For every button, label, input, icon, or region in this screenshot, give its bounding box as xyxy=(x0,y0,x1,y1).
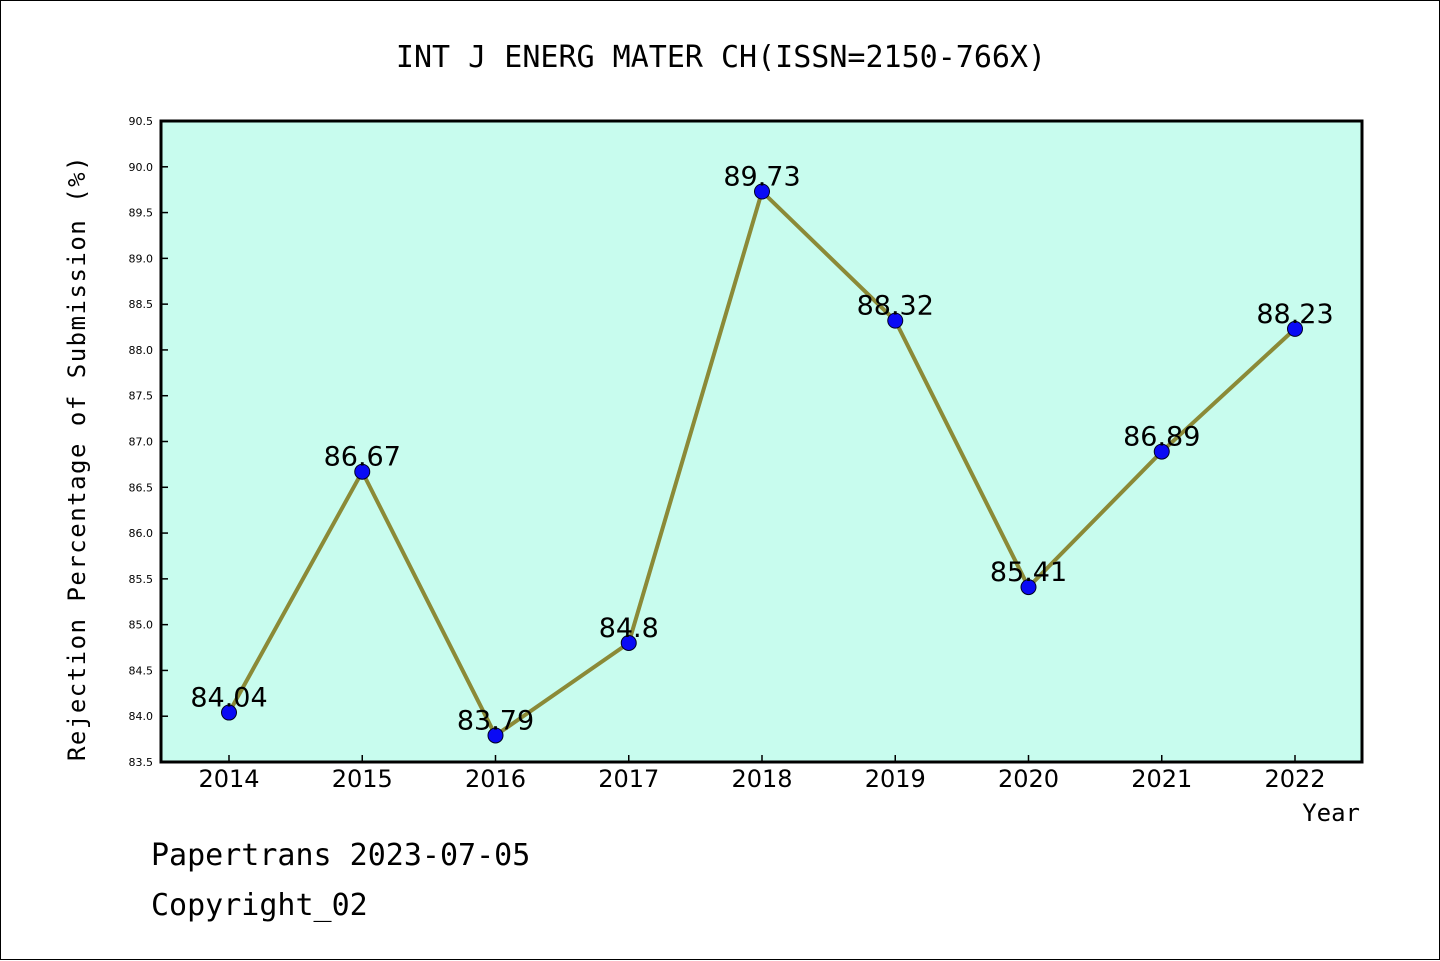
plot-area xyxy=(159,119,1364,764)
x-tick-label: 2017 xyxy=(598,765,659,793)
y-tick-label: 86.5 xyxy=(129,481,154,494)
y-tick-label: 87.5 xyxy=(129,390,154,403)
data-point xyxy=(620,634,637,651)
y-tick-label: 88.5 xyxy=(129,298,154,311)
x-tick-label: 2019 xyxy=(865,765,926,793)
data-label: 88.23 xyxy=(1256,299,1333,330)
x-axis: 2014 2015 2016 2017 2018 2019 2020 2021 2022 xyxy=(198,755,1326,793)
footer-date-text: Papertrans 2023-07-05 xyxy=(151,838,530,873)
x-tick-label: 2020 xyxy=(998,765,1059,793)
y-tick-label: 89.0 xyxy=(129,252,154,265)
x-tick-label: 2018 xyxy=(731,765,792,793)
data-point xyxy=(1287,320,1303,337)
data-label: 89.73 xyxy=(723,162,800,193)
data-label: 83.79 xyxy=(457,705,534,736)
y-axis-label: Rejection Percentage of Submission (%) xyxy=(63,155,91,761)
y-tick-label: 86.0 xyxy=(129,527,154,540)
data-label: 85.41 xyxy=(990,557,1067,588)
markers-group xyxy=(221,183,1303,744)
data-point xyxy=(221,704,237,721)
y-tick-label: 84.5 xyxy=(129,664,154,677)
data-point xyxy=(887,312,904,329)
data-label: 88.32 xyxy=(857,291,934,322)
footer-copyright-text: Copyright_02 xyxy=(151,888,368,923)
data-label: 84.8 xyxy=(599,613,659,644)
x-tick-label: 2015 xyxy=(332,765,393,793)
y-tick-label: 87.0 xyxy=(129,436,154,449)
data-label: 84.04 xyxy=(190,683,267,714)
x-tick-label: 2016 xyxy=(465,765,526,793)
data-point xyxy=(1153,443,1170,460)
y-tick-label: 84.0 xyxy=(129,710,154,723)
y-tick-label: 90.5 xyxy=(129,115,154,128)
y-tick-label: 90.0 xyxy=(129,161,154,174)
data-point xyxy=(1020,579,1037,596)
x-tick-label: 2022 xyxy=(1264,765,1325,793)
chart-title: INT J ENERG MATER CH(ISSN=2150-766X) xyxy=(396,40,1046,75)
data-label: 86.89 xyxy=(1123,422,1200,453)
y-tick-label: 85.0 xyxy=(129,619,154,632)
data-labels-group: 84.04 86.67 83.79 84.8 89.73 88.32 85.41 86.89 8… xyxy=(190,162,1333,737)
x-axis-label: Year xyxy=(1302,799,1360,827)
x-tick-label: 2014 xyxy=(198,765,259,793)
data-point xyxy=(754,183,770,200)
y-tick-label: 88.0 xyxy=(129,344,154,357)
y-tick-label: 83.5 xyxy=(129,756,154,769)
data-point xyxy=(354,463,371,480)
data-label: 86.67 xyxy=(324,442,401,473)
y-tick-label: 89.5 xyxy=(129,207,154,220)
x-tick-label: 2021 xyxy=(1131,765,1192,793)
y-tick-label: 85.5 xyxy=(129,573,154,586)
y-axis: 83.5 84.0 84.5 85.0 85.5 86.0 86.5 87.0 87.5 88.0… xyxy=(129,115,168,769)
data-point xyxy=(487,727,504,744)
